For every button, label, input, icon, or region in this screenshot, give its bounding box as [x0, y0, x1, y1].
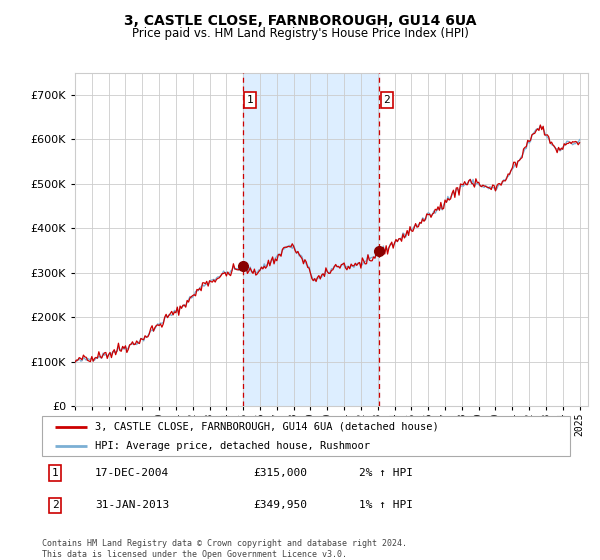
Text: Price paid vs. HM Land Registry's House Price Index (HPI): Price paid vs. HM Land Registry's House … — [131, 27, 469, 40]
Bar — [242, 73, 379, 406]
Text: £315,000: £315,000 — [253, 468, 307, 478]
FancyBboxPatch shape — [42, 416, 570, 456]
Text: This data is licensed under the Open Government Licence v3.0.: This data is licensed under the Open Gov… — [42, 550, 347, 559]
Text: Contains HM Land Registry data © Crown copyright and database right 2024.: Contains HM Land Registry data © Crown c… — [42, 539, 407, 548]
Text: 2% ↑ HPI: 2% ↑ HPI — [359, 468, 413, 478]
Text: HPI: Average price, detached house, Rushmoor: HPI: Average price, detached house, Rush… — [95, 441, 370, 450]
Text: 31-JAN-2013: 31-JAN-2013 — [95, 501, 169, 510]
Text: 3, CASTLE CLOSE, FARNBOROUGH, GU14 6UA (detached house): 3, CASTLE CLOSE, FARNBOROUGH, GU14 6UA (… — [95, 422, 439, 432]
Text: 3, CASTLE CLOSE, FARNBOROUGH, GU14 6UA: 3, CASTLE CLOSE, FARNBOROUGH, GU14 6UA — [124, 14, 476, 28]
Text: 2: 2 — [52, 501, 59, 510]
Text: 17-DEC-2004: 17-DEC-2004 — [95, 468, 169, 478]
Text: £349,950: £349,950 — [253, 501, 307, 510]
Text: 1: 1 — [52, 468, 59, 478]
Text: 1: 1 — [247, 95, 253, 105]
Text: 2: 2 — [383, 95, 390, 105]
Text: 1% ↑ HPI: 1% ↑ HPI — [359, 501, 413, 510]
